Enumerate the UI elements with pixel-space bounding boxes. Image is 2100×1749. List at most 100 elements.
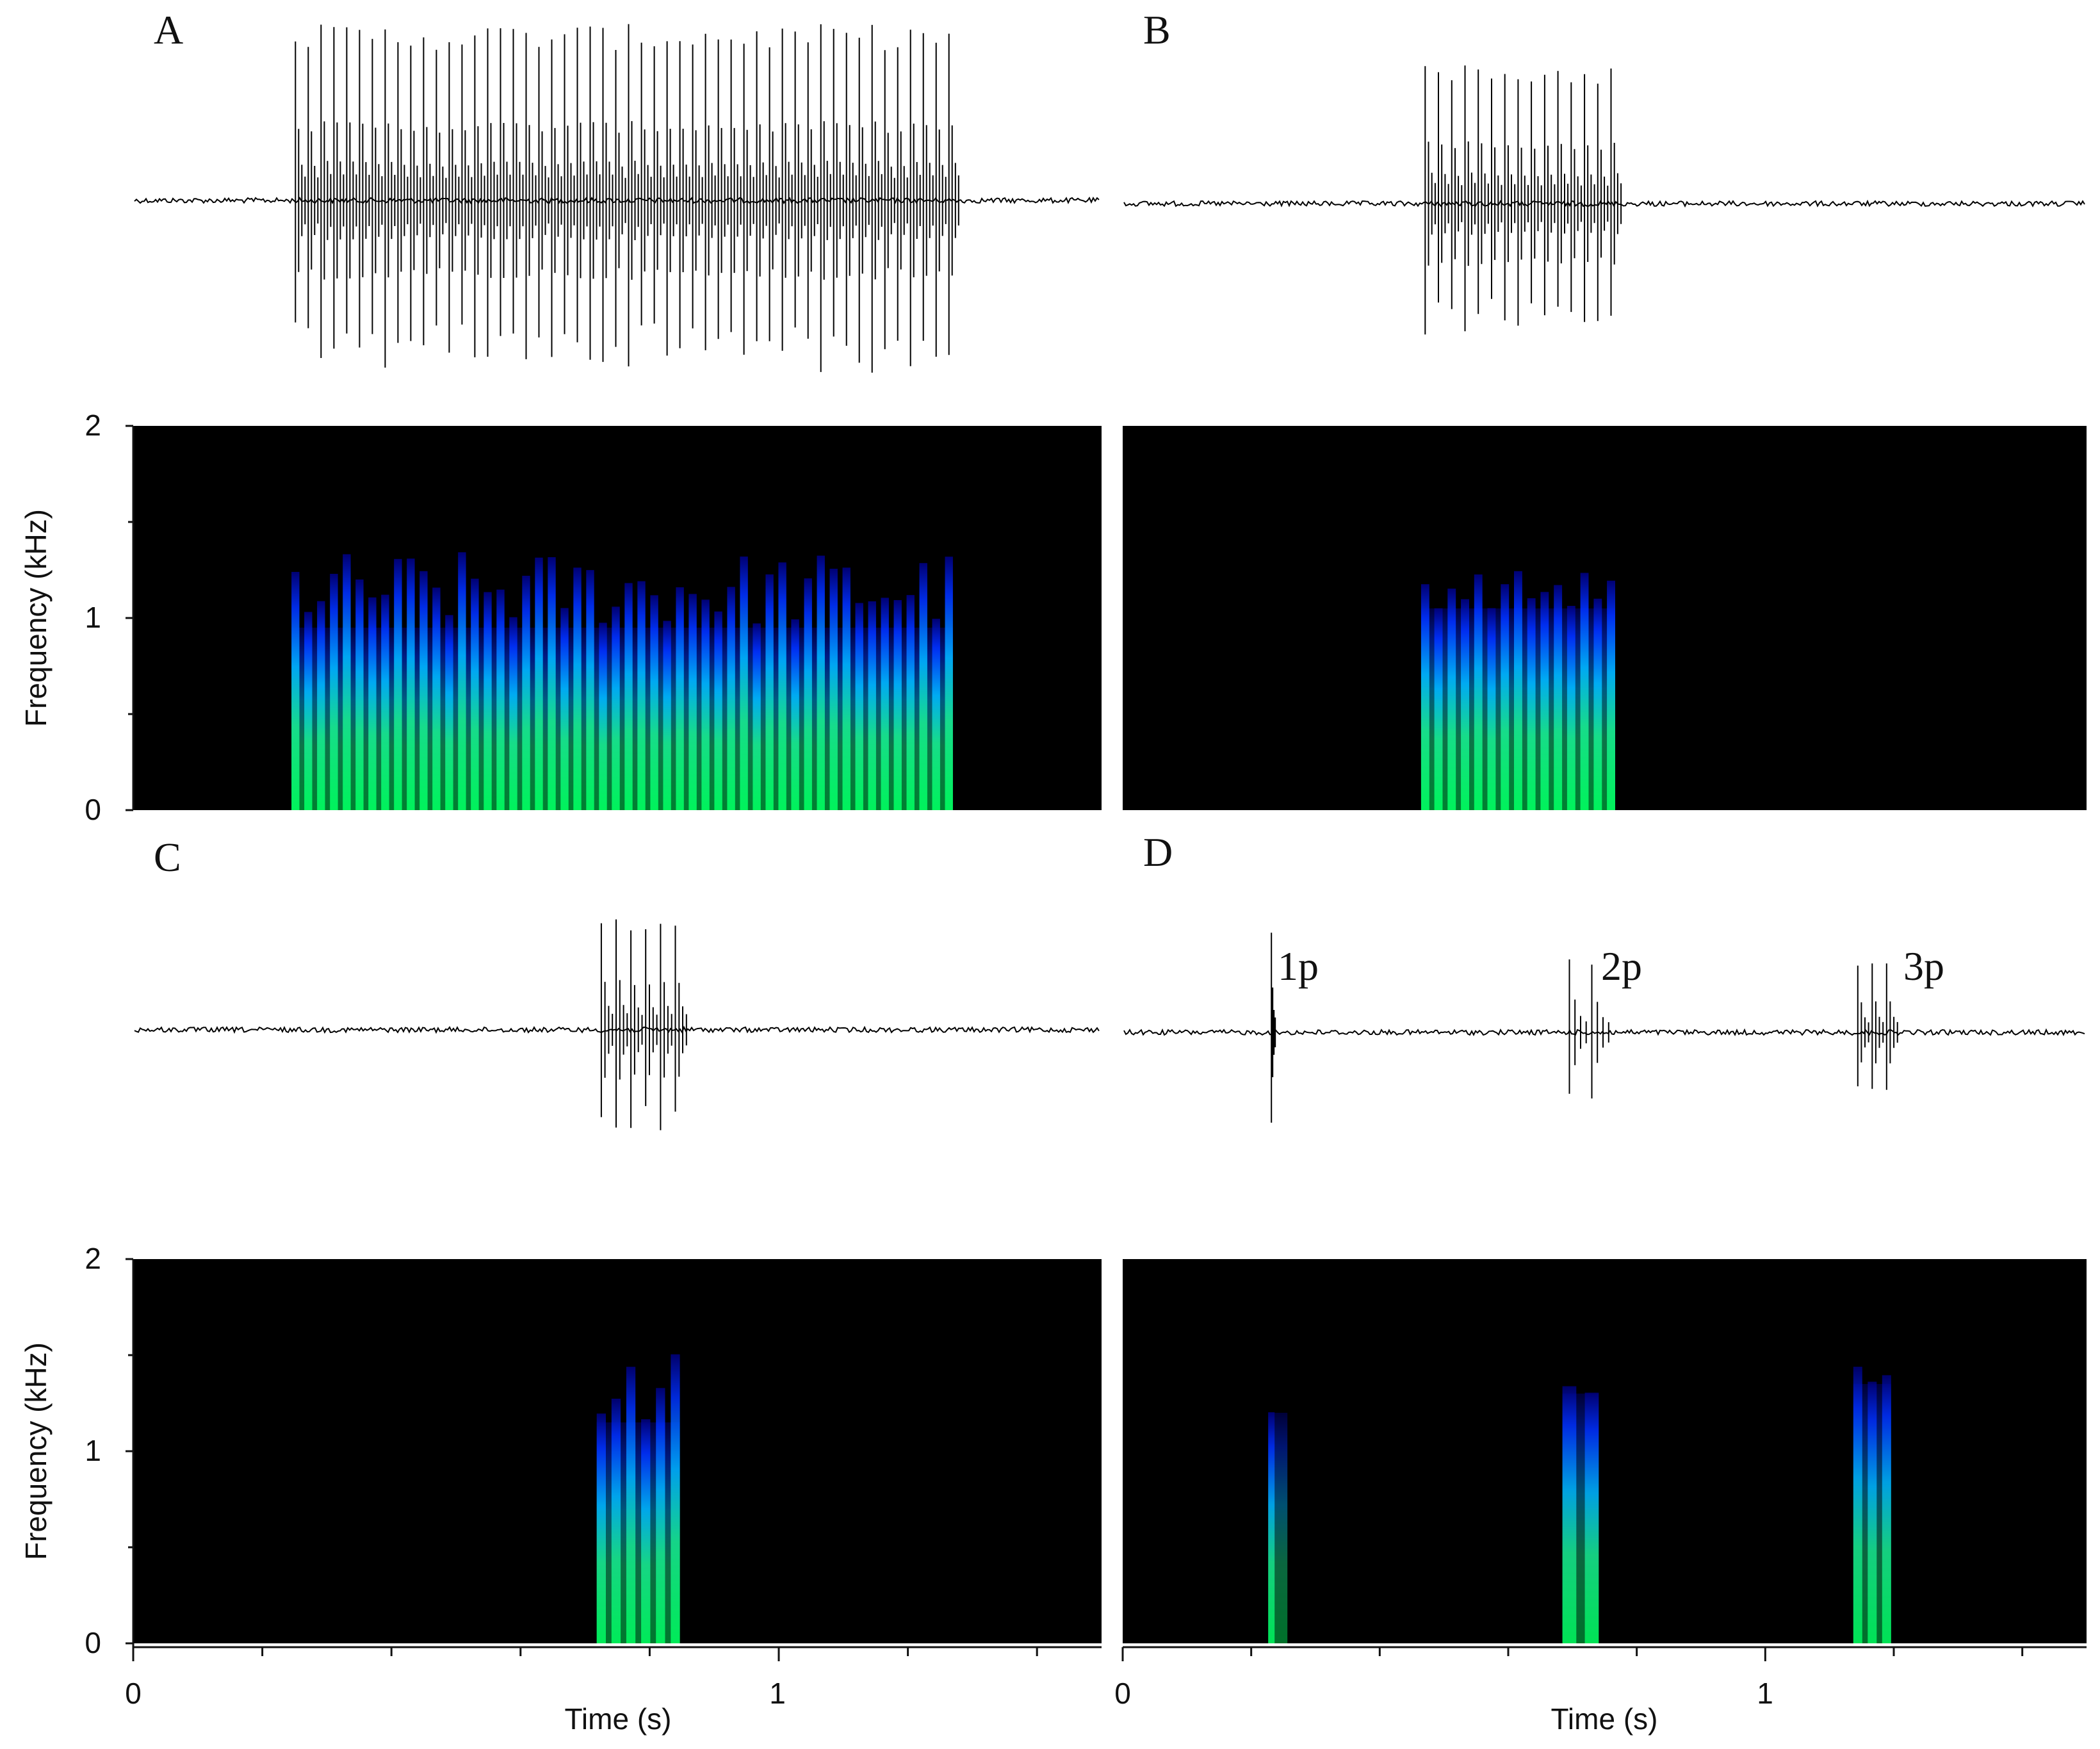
waveform-d [1123,932,2085,1123]
spectrogram-bg-d [1123,1259,2087,1643]
x-tick-label: 1 [1757,1677,1773,1710]
spectrogram-pulse [868,601,876,810]
x-tick-label: 1 [769,1677,786,1710]
y-axis-c: 2 1 0 Frequency (kHz) [19,1242,134,1659]
spectrogram-band [291,628,953,810]
spectrogram-pulse [394,558,402,810]
x-ticks-c [132,1647,1038,1661]
x-tick-label: 0 [125,1677,142,1710]
waveform-b [1123,65,2085,335]
spectrogram-band [596,1422,680,1643]
spectrogram-pulse [535,557,543,810]
spectrogram-pulse [842,567,851,810]
spectrogram-pulse [599,622,607,810]
spectrogram-pulse [445,615,453,810]
spectrogram-pulse [624,583,633,810]
spectrogram-pulse [458,552,466,810]
spectrogram-pulse [1580,573,1589,810]
panel-label-c: C [154,834,181,880]
spectrogram-pulse [701,599,710,810]
spectrogram-pulse [893,600,902,810]
burst-label-3p: 3p [1903,943,1944,989]
spectrogram-pulse [1501,584,1510,810]
y-tick-label: 1 [85,1434,101,1467]
waveform-burst [295,24,959,373]
spectrogram-pulse [1868,1381,1877,1643]
spectrogram-pulse [671,1354,680,1643]
spectrogram-pulse [1584,1392,1599,1643]
waveform-burst [1271,932,1276,1123]
spectrogram-pulse [1461,599,1469,810]
spectrogram-pulse [1420,584,1429,810]
spectrogram-pulse [881,598,889,810]
spectrogram-pulse [1447,589,1456,810]
spectrogram-b [1420,571,1615,810]
spectrogram-pulse [855,603,863,810]
spectrogram-pulse [573,567,582,810]
panel-label-b: B [1143,7,1171,53]
spectrogram-pulse [740,557,748,810]
x-ticks-d [1121,1647,2024,1661]
spectrogram-pulse [714,611,722,810]
x-axis-d: 0 1 Time (s) [1114,1646,2087,1736]
spectrogram-d [1268,1367,1891,1643]
spectrogram-pulse [548,557,556,810]
spectrogram-pulse [1853,1367,1862,1643]
x-tick-label: 0 [1114,1677,1131,1710]
spectrogram-pulse [753,623,761,810]
spectrogram-pulse [612,606,620,810]
spectrogram-pulse [471,578,479,810]
spectrogram-pulse [676,587,684,810]
panel-d: D 0 1 Time (s) 1p 2p 3p [1114,829,2087,1736]
waveform-baseline [1123,1028,2085,1037]
spectrogram-pulse [522,576,530,810]
spectrogram-pulse [688,594,697,810]
spectrogram-pulse [1593,598,1602,810]
spectrogram-pulse [596,1413,606,1643]
spectrogram-pulse [343,554,351,810]
spectrogram-c [596,1354,680,1643]
spectrogram-pulse [906,595,915,810]
spectrogram-pulse [945,557,953,810]
spectrogram-pulse [1514,571,1522,810]
spectrogram-pulse [1607,580,1615,810]
spectrogram-pulse [1562,1386,1577,1643]
spectrogram-pulse [641,1419,651,1643]
x-axis-label: Time (s) [1551,1702,1658,1736]
spectrogram-a [291,552,953,810]
spectrogram-pulse [727,587,735,810]
spectrogram-pulse [1474,574,1483,810]
waveform-burst [1857,963,1898,1090]
spectrogram-pulse [919,563,927,810]
spectrogram-pulse [1527,598,1536,810]
spectrogram-pulse [317,601,325,810]
panel-label-a: A [154,7,183,53]
spectrogram-pulse [407,558,415,810]
y-tick-label: 1 [85,601,101,634]
spectrogram-pulse [650,595,658,810]
spectrogram-pulse [432,587,441,810]
spectrogram-pulse [496,589,505,810]
spectrogram-pulse [355,579,364,810]
spectrogram-pulse [804,578,812,810]
spectrogram-pulse [509,617,517,810]
y-axis-a: 2 1 0 Frequency (kHz) [19,409,134,826]
y-tick-label: 0 [85,1626,101,1659]
spectrogram-pulse [817,555,825,810]
spectrogram-pulse [381,594,389,810]
panel-a: A 2 1 0 Frequency (kHz) [19,7,1102,826]
spectrogram-pulse [611,1399,621,1643]
waveform-baseline [134,196,1100,205]
y-tick-label: 0 [85,793,101,826]
spectrogram-pulse [1540,592,1549,810]
spectrogram-pulse [304,612,313,810]
spectrogram-pulse [330,574,338,810]
y-axis-label: Frequency (kHz) [19,1342,53,1560]
spectrogram-pulse [778,562,786,810]
spectrogram-pulse [1567,606,1575,810]
y-tick-label: 2 [85,409,101,442]
waveform-a [134,24,1100,373]
y-axis-label: Frequency (kHz) [19,509,53,727]
spectrogram-pulse [560,608,569,810]
